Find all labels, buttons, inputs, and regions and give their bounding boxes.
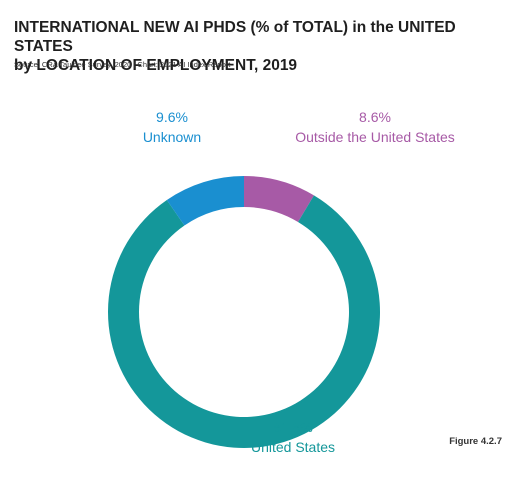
- slice-category-label: Unknown: [143, 129, 201, 145]
- slice-value-label: 9.6%: [156, 109, 188, 125]
- chart-title: INTERNATIONAL NEW AI PHDS (% of TOTAL) i…: [14, 18, 514, 75]
- donut-slice-outside-the-united-states: [244, 176, 314, 222]
- slice-category-label: Outside the United States: [295, 129, 455, 145]
- slice-category-label: United States: [251, 439, 335, 455]
- figure-label: Figure 4.2.7: [449, 436, 502, 447]
- slice-value-label: 8.6%: [359, 109, 391, 125]
- slice-value-label: 81.8%: [273, 419, 313, 435]
- chart-source: Source: CRA Taulbee Survey, 2020 | Chart…: [14, 60, 231, 69]
- chart-title-line1: INTERNATIONAL NEW AI PHDS (% of TOTAL) i…: [14, 19, 456, 55]
- donut-slice-united-states: [108, 195, 380, 448]
- chart-title-line2: by LOCATION OF EMPLOYMENT, 2019: [14, 57, 298, 74]
- donut-slice-unknown: [166, 176, 244, 226]
